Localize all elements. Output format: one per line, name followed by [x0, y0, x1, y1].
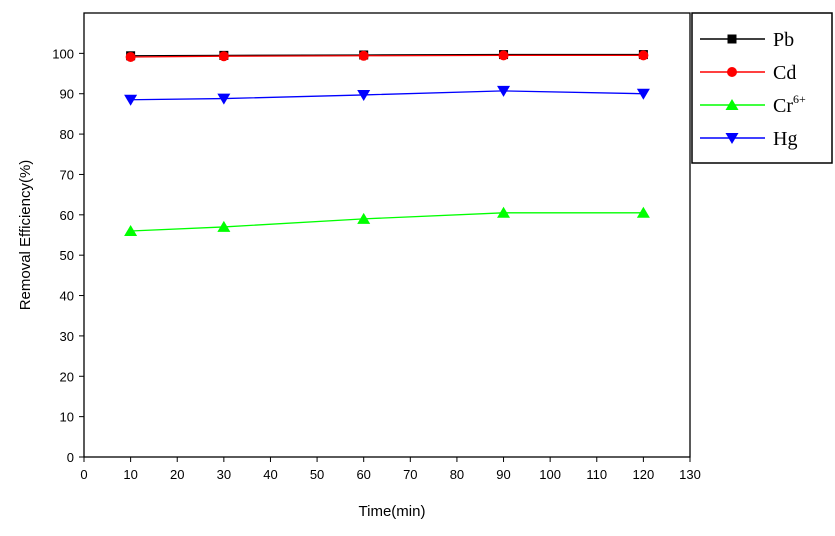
y-axis: 0 10 20 30 40 50 60 70 80 90 100: [52, 46, 84, 465]
data-point-hg: [497, 85, 511, 97]
legend-marker: [725, 133, 739, 144]
x-tick-label: 10: [123, 467, 137, 482]
x-tick-label: 20: [170, 467, 184, 482]
x-tick-label: 120: [633, 467, 655, 482]
data-point-cr6: [357, 212, 371, 224]
legend-label: Hg: [773, 128, 797, 150]
legend-label-superscript: 6+: [793, 92, 806, 106]
plot-border: [83, 12, 691, 458]
series-line-hg: [130, 90, 644, 101]
x-tick-label: 40: [263, 467, 277, 482]
data-point-cr6: [217, 220, 231, 232]
data-point-cd: [218, 51, 229, 62]
x-tick-label: 90: [496, 467, 510, 482]
data-point-hg: [124, 94, 138, 106]
x-axis: 0 10 20 30 40 50 60 70 80 90 100 110 120 130: [80, 457, 701, 482]
legend-label: Pb: [773, 29, 794, 51]
plot-area: [83, 12, 691, 458]
legend-label-text: Hg: [773, 128, 797, 150]
data-point-cd: [638, 50, 649, 61]
y-tick-label: 90: [60, 87, 74, 102]
y-tick-label: 20: [60, 369, 74, 384]
legend-item-pb: Pb: [700, 29, 794, 51]
series-cd: [125, 50, 649, 62]
legend-item-cd: Cd: [700, 62, 796, 84]
legend-item-cr6: Cr6+: [700, 92, 806, 117]
y-tick-label: 50: [60, 248, 74, 263]
legend-box: [691, 12, 833, 164]
series-line-cr6: [130, 212, 644, 232]
x-tick-label: 110: [586, 467, 607, 482]
series-layer: [124, 50, 650, 236]
x-tick-label: 0: [80, 467, 87, 482]
legend-label-text: Cd: [773, 62, 796, 84]
y-tick-label: 0: [67, 450, 74, 465]
data-point-hg: [357, 89, 371, 101]
data-point-cd: [358, 50, 369, 61]
legend-label: Cd: [773, 62, 796, 84]
x-tick-label: 80: [450, 467, 464, 482]
y-tick-label: 30: [60, 329, 74, 344]
legend-label-text: Pb: [773, 29, 794, 51]
data-point-cd: [125, 51, 136, 62]
y-tick-label: 40: [60, 289, 74, 304]
legend-item-hg: Hg: [700, 128, 797, 150]
series-hg: [124, 85, 650, 106]
y-tick-label: 10: [60, 410, 74, 425]
y-tick-label: 100: [52, 46, 74, 61]
y-tick-label: 80: [60, 127, 74, 142]
legend-marker: [725, 99, 739, 110]
x-tick-label: 30: [217, 467, 231, 482]
y-axis-title: Removal Efficiency(%): [17, 160, 34, 311]
x-tick-label: 70: [403, 467, 417, 482]
legend-label-text: Cr: [773, 95, 793, 117]
data-point-cr6: [636, 206, 650, 218]
data-point-hg: [636, 88, 650, 100]
x-tick-label: 50: [310, 467, 324, 482]
legend-label: Cr6+: [773, 92, 806, 117]
x-axis-title: Time(min): [359, 503, 426, 520]
x-tick-label: 100: [539, 467, 561, 482]
y-tick-label: 60: [60, 208, 74, 223]
data-point-cr6: [497, 206, 511, 218]
data-point-cr6: [124, 224, 138, 236]
legend: Pb Cd Cr6+ Hg: [691, 12, 833, 164]
x-tick-label: 130: [679, 467, 701, 482]
legend-marker: [727, 34, 737, 44]
x-tick-label: 60: [356, 467, 370, 482]
series-cr6: [124, 206, 650, 236]
legend-marker: [727, 67, 737, 77]
y-tick-label: 70: [60, 167, 74, 182]
data-point-cd: [498, 50, 509, 61]
data-point-hg: [217, 93, 231, 105]
